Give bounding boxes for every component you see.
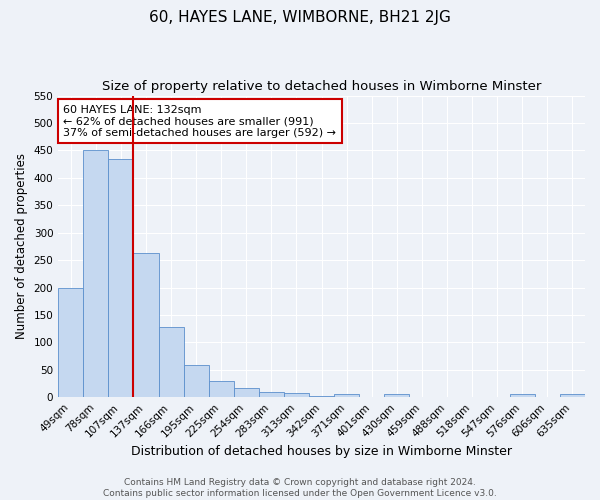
Bar — [234, 388, 259, 397]
Bar — [133, 253, 158, 397]
Bar — [184, 365, 209, 397]
Bar — [409, 396, 434, 397]
Bar — [510, 394, 535, 397]
Bar — [58, 288, 83, 397]
X-axis label: Distribution of detached houses by size in Wimborne Minster: Distribution of detached houses by size … — [131, 444, 512, 458]
Bar — [434, 396, 460, 397]
Bar — [259, 392, 284, 397]
Bar — [83, 150, 109, 397]
Y-axis label: Number of detached properties: Number of detached properties — [15, 154, 28, 340]
Bar — [535, 396, 560, 397]
Bar — [209, 381, 234, 397]
Bar — [385, 394, 409, 397]
Title: Size of property relative to detached houses in Wimborne Minster: Size of property relative to detached ho… — [102, 80, 541, 93]
Bar — [284, 394, 309, 397]
Bar — [109, 158, 133, 397]
Bar — [560, 394, 585, 397]
Text: 60, HAYES LANE, WIMBORNE, BH21 2JG: 60, HAYES LANE, WIMBORNE, BH21 2JG — [149, 10, 451, 25]
Bar — [334, 394, 359, 397]
Text: 60 HAYES LANE: 132sqm
← 62% of detached houses are smaller (991)
37% of semi-det: 60 HAYES LANE: 132sqm ← 62% of detached … — [64, 104, 337, 138]
Text: Contains HM Land Registry data © Crown copyright and database right 2024.
Contai: Contains HM Land Registry data © Crown c… — [103, 478, 497, 498]
Bar — [158, 327, 184, 397]
Bar — [309, 396, 334, 397]
